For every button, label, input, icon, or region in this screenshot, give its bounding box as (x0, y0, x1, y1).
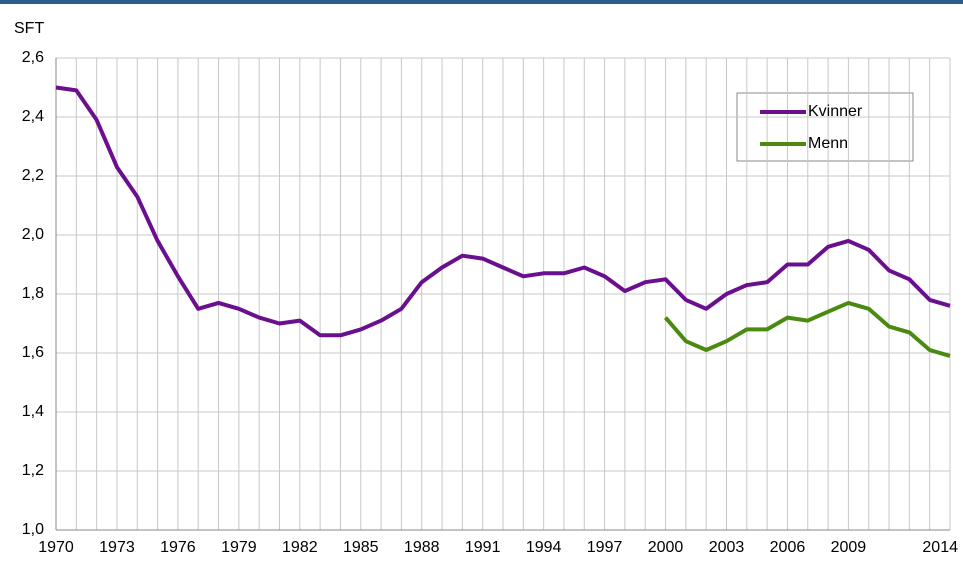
x-tick-label: 1982 (282, 539, 318, 556)
x-tick-label: 1985 (343, 539, 379, 556)
x-tick-label: 2014 (922, 539, 958, 556)
x-tick-label: 1973 (99, 539, 135, 556)
x-tick-label: 1997 (587, 539, 623, 556)
x-tick-label: 2006 (770, 539, 806, 556)
x-tick-label: 2009 (831, 539, 867, 556)
x-tick-label: 1994 (526, 539, 562, 556)
x-tick-label: 1976 (160, 539, 196, 556)
line-series (55, 85, 951, 338)
x-tick-label: 2000 (648, 539, 684, 556)
legend-label: Kvinner (808, 103, 863, 120)
legend-label: Menn (808, 135, 848, 152)
y-tick-label: 1,0 (22, 521, 44, 538)
y-tick-label: 2,0 (22, 226, 44, 243)
y-axis-label: SFT (14, 20, 44, 37)
legend-box (736, 92, 914, 162)
x-tick-label: 1991 (465, 539, 501, 556)
y-tick-label: 2,2 (22, 167, 44, 184)
y-tick-label: 1,8 (22, 285, 44, 302)
y-tick-label: 1,2 (22, 462, 44, 479)
x-tick-label: 1979 (221, 539, 257, 556)
x-tick-label: 2003 (709, 539, 745, 556)
y-tick-label: 2,4 (22, 108, 44, 125)
line-series (663, 300, 951, 358)
x-tick-label: 1988 (404, 539, 440, 556)
y-tick-label: 2,6 (22, 49, 44, 66)
top-bar (0, 0, 963, 4)
y-tick-label: 1,6 (22, 344, 44, 361)
x-tick-label: 1970 (38, 539, 74, 556)
y-tick-label: 1,4 (22, 403, 44, 420)
